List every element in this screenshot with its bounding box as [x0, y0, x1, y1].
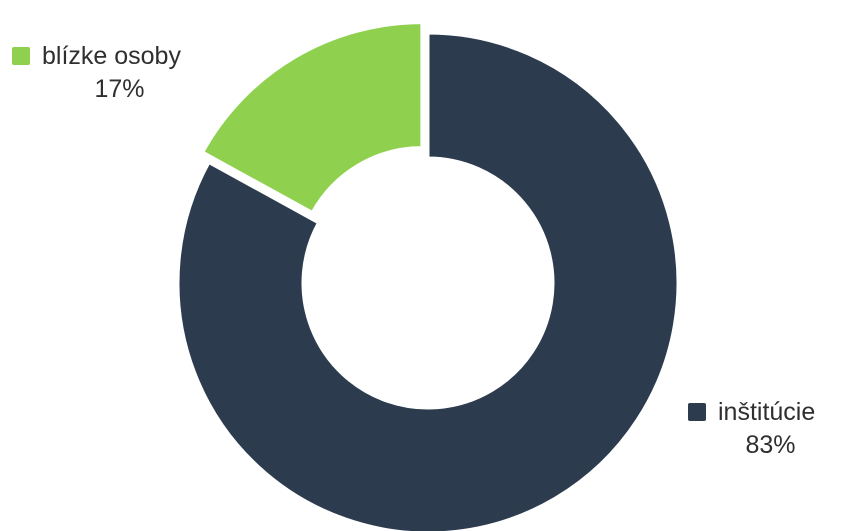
legend-swatch-institucie	[688, 403, 706, 422]
legend-swatch-blizke-osoby	[12, 47, 30, 66]
slice-percent-blizke-osoby: 17%	[94, 74, 145, 103]
donut-slice-blizke-osoby	[200, 21, 424, 215]
slice-label-institucie: inštitúcie	[718, 398, 816, 426]
donut-slice-institucie	[176, 31, 680, 531]
slice-label-blizke-osoby: blízke osoby	[42, 42, 181, 70]
legend-institucie: inštitúcie 83%	[688, 396, 853, 461]
slice-percent-institucie: 83%	[745, 430, 796, 459]
legend-blizke-osoby: blízke osoby 17%	[12, 40, 227, 105]
